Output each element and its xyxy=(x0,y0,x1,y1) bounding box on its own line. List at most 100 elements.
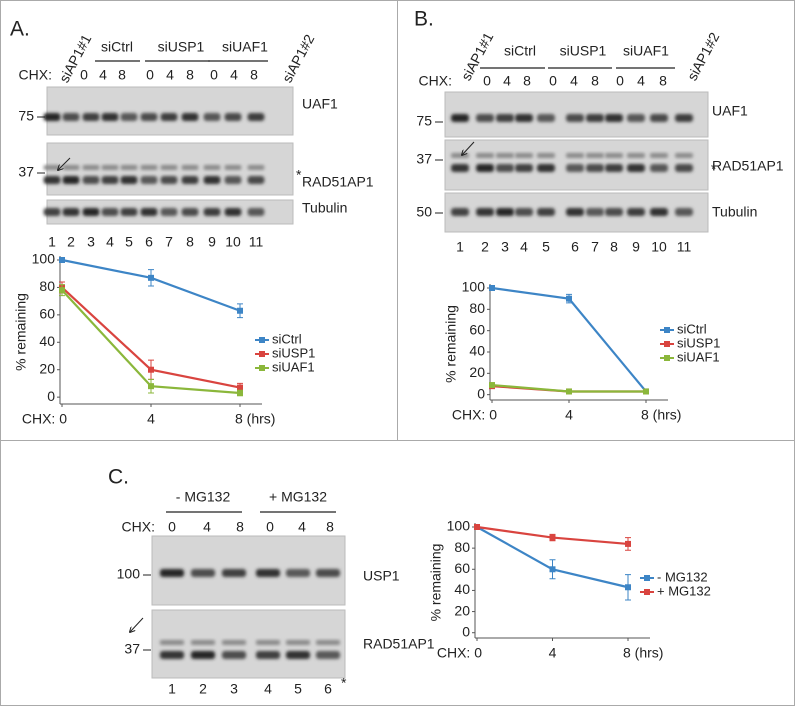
size-marker: 75 xyxy=(416,113,432,129)
lane-number: 2 xyxy=(199,681,207,697)
y-tick-label: 20 xyxy=(454,602,470,618)
data-point xyxy=(625,540,631,547)
blot-band xyxy=(627,153,645,158)
time-label: 8 xyxy=(523,73,531,89)
lane-number: 2 xyxy=(481,239,489,255)
data-point xyxy=(59,257,65,263)
group-label: - MG132 xyxy=(176,489,231,505)
size-marker: 50 xyxy=(416,204,432,220)
blot-band xyxy=(43,208,61,216)
y-tick-label: 0 xyxy=(47,388,55,404)
y-tick-label: 40 xyxy=(469,343,485,359)
blot-band xyxy=(566,114,584,122)
blot-band xyxy=(203,176,221,184)
lane-number: 1 xyxy=(48,234,56,250)
blot-band xyxy=(247,176,265,184)
data-point xyxy=(148,366,154,373)
y-tick-label: 80 xyxy=(39,278,55,294)
x-tick-label: CHX: 0 xyxy=(452,407,497,423)
lane-number: 4 xyxy=(520,239,528,255)
data-point xyxy=(625,584,631,591)
legend-label: siCtrl xyxy=(272,331,302,346)
blot-band xyxy=(285,651,311,659)
data-point xyxy=(148,383,154,390)
time-label: 4 xyxy=(503,73,511,89)
protein-label: RAD51AP1 xyxy=(302,174,374,190)
blot-band xyxy=(566,153,584,158)
time-label: 8 xyxy=(659,73,667,89)
blot-band xyxy=(247,165,265,170)
lane-number: 5 xyxy=(125,234,133,250)
y-tick-label: 0 xyxy=(462,623,470,639)
blot-band xyxy=(627,164,645,172)
x-tick-label: 8 (hrs) xyxy=(641,407,681,423)
time-label: 4 xyxy=(230,67,238,83)
blot-band xyxy=(515,164,533,172)
blot-band xyxy=(627,114,645,122)
legend-label: siUSP1 xyxy=(272,345,315,360)
blot-band xyxy=(190,651,216,659)
blot-band xyxy=(451,164,469,172)
legend-swatch xyxy=(259,365,265,371)
lane-number: 5 xyxy=(294,681,302,697)
time-label: 4 xyxy=(203,519,211,535)
blot-band xyxy=(675,114,693,122)
blot-band xyxy=(120,113,138,121)
blot-band xyxy=(120,208,138,216)
blot-band xyxy=(160,208,178,216)
x-tick-label: 8 (hrs) xyxy=(235,411,275,427)
blot-band xyxy=(140,113,158,121)
arrow xyxy=(462,141,475,155)
time-label: 0 xyxy=(80,67,88,83)
data-point xyxy=(566,388,572,395)
protein-label: UAF1 xyxy=(712,103,748,119)
y-tick-label: 100 xyxy=(32,251,56,267)
data-point xyxy=(237,390,243,397)
group-label: siUSP1 xyxy=(158,39,205,55)
lane-number: 2 xyxy=(67,234,75,250)
y-tick-label: 20 xyxy=(469,364,485,380)
legend-swatch xyxy=(259,337,265,343)
blot-band xyxy=(315,640,341,645)
data-point xyxy=(237,384,243,391)
blot-band xyxy=(476,153,494,158)
group-label: siCtrl xyxy=(101,39,133,55)
y-tick-label: 60 xyxy=(454,560,470,576)
series-line xyxy=(491,286,647,393)
lane-number: 3 xyxy=(230,681,238,697)
blot-band xyxy=(451,153,469,158)
blot-band xyxy=(566,208,584,216)
legend-swatch xyxy=(644,575,650,581)
lane-number: 1 xyxy=(168,681,176,697)
blot-band xyxy=(675,164,693,172)
blot-band xyxy=(476,114,494,122)
blot-band xyxy=(224,208,242,216)
protein-label: USP1 xyxy=(363,568,400,584)
blot-band xyxy=(224,176,242,184)
blot-band xyxy=(650,164,668,172)
blot-band xyxy=(255,651,281,659)
legend-label: - MG132 xyxy=(657,569,708,584)
data-point xyxy=(59,287,65,294)
blot-band xyxy=(537,114,555,122)
data-point xyxy=(489,285,495,291)
protein-label: RAD51AP1 xyxy=(363,636,435,652)
lane-number: 7 xyxy=(591,239,599,255)
blot-band xyxy=(496,208,514,216)
lane-number: 8 xyxy=(610,239,618,255)
data-point xyxy=(566,295,572,302)
blot-band xyxy=(627,208,645,216)
time-label: 8 xyxy=(326,519,334,535)
group-label: siUAF1 xyxy=(623,43,669,59)
x-tick-label: 4 xyxy=(565,407,573,423)
blot-band xyxy=(160,165,178,170)
lane-number: 4 xyxy=(264,681,272,697)
blot-band xyxy=(247,208,265,216)
lane-header: siAP1#2 xyxy=(279,31,318,85)
asterisk: * xyxy=(341,675,347,691)
blot-band xyxy=(675,208,693,216)
blot-band xyxy=(537,164,555,172)
legend-swatch xyxy=(664,355,670,361)
time-label: 0 xyxy=(210,67,218,83)
